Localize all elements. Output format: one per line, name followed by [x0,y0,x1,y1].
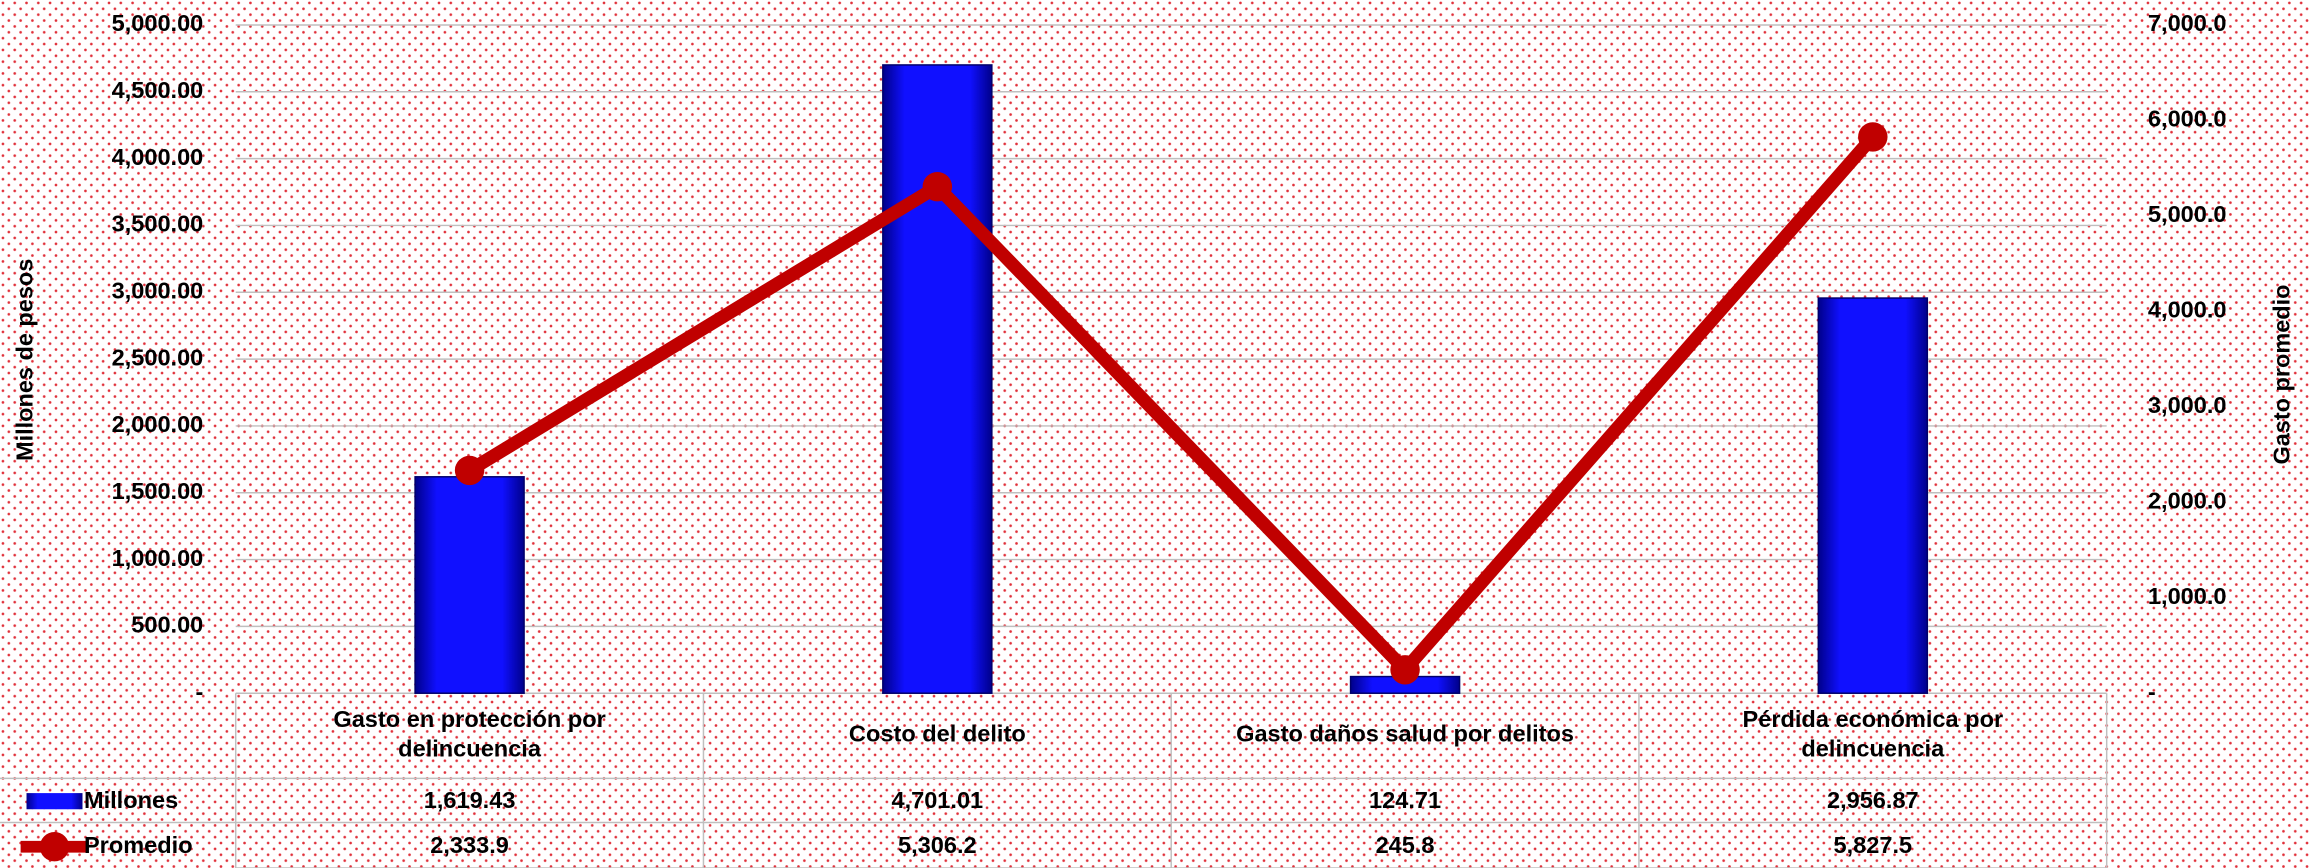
y-axis-title: Millones de pesos [12,259,38,461]
line-marker [1390,655,1420,685]
data-label: 4,701.01 [891,787,983,813]
bar [1817,297,1929,694]
legend-label: Millones [84,787,178,813]
y2-tick-label: 2,000.0 [2148,488,2227,514]
y-tick-label: 2,000.00 [112,411,204,437]
y2-tick-label: 3,000.0 [2148,392,2227,418]
data-label: 2,333.9 [430,832,509,858]
y-tick-label: 500.00 [131,612,203,638]
y-tick-label: 5,000.00 [112,10,204,36]
y2-tick-label: 7,000.0 [2148,10,2227,36]
y-tick-label: 4,500.00 [112,77,204,103]
bar [414,476,525,694]
y-tick-label: 2,500.00 [112,344,204,370]
y2-tick-label: 4,000.0 [2148,297,2227,323]
y-tick-label: 3,000.00 [112,278,204,304]
legend-swatch [39,832,70,862]
legend-label: Promedio [84,832,193,858]
y2-tick-label: - [2148,678,2156,704]
category-label: Pérdida económica por delincuencia [1742,707,2004,763]
y2-tick-label: 5,000.0 [2148,201,2227,227]
y2-tick-label: 6,000.0 [2148,106,2227,132]
category-label: Gasto en protección por delincuencia [333,707,606,763]
category-label: Costo del delito [848,722,1026,748]
line-marker [922,171,953,202]
y-tick-label: - [195,678,203,704]
y-tick-label: 1,500.00 [112,478,204,504]
legend-swatch [26,793,83,810]
data-label: 245.8 [1376,832,1435,858]
bar [882,64,993,694]
data-label: 124.71 [1369,787,1441,813]
data-label: 5,306.2 [898,832,977,858]
line [466,132,1878,677]
data-label: 5,827.5 [1834,832,1913,858]
y2-axis-title: Gasto promedio [2269,285,2295,465]
category-label: Gasto daños salud por delitos [1236,722,1575,748]
data-label: 1,619.43 [424,787,516,813]
y-tick-label: 1,000.00 [112,545,204,571]
line-marker [454,455,485,486]
y2-tick-label: 1,000.0 [2148,583,2227,609]
y-tick-label: 3,500.00 [112,211,204,237]
line-marker [1858,122,1888,152]
y-tick-label: 4,000.00 [112,144,204,170]
data-label: 2,956.87 [1827,787,1919,813]
